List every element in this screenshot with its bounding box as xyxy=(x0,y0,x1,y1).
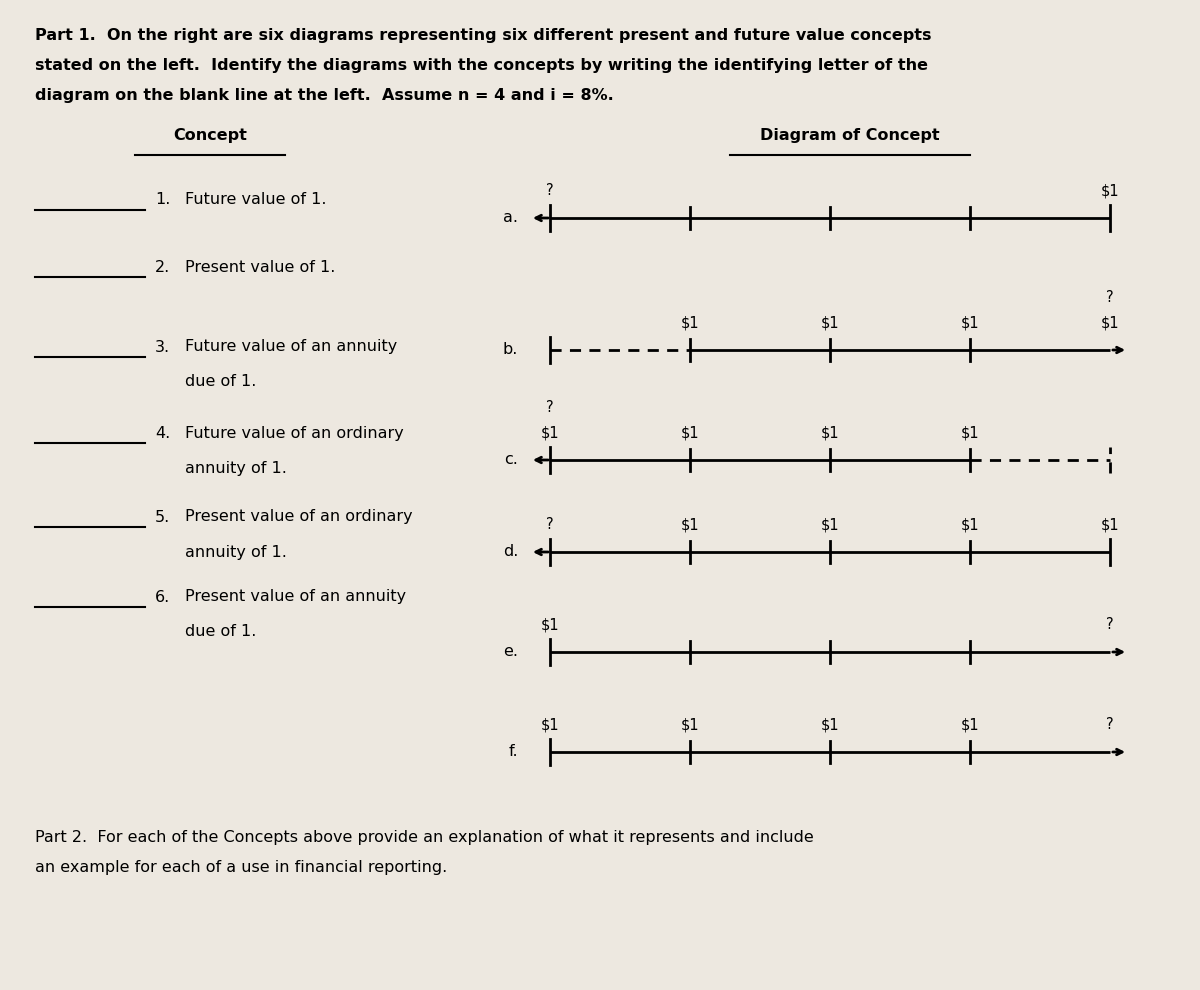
Text: 2.: 2. xyxy=(155,259,170,274)
Text: ?: ? xyxy=(546,517,554,532)
Text: $1: $1 xyxy=(1100,315,1120,330)
Text: Future value of an annuity: Future value of an annuity xyxy=(185,340,397,354)
Text: $1: $1 xyxy=(821,517,839,532)
Text: Part 2.  For each of the Concepts above provide an explanation of what it repres: Part 2. For each of the Concepts above p… xyxy=(35,830,814,845)
Text: $1: $1 xyxy=(961,425,979,440)
Text: due of 1.: due of 1. xyxy=(185,625,257,640)
Text: 3.: 3. xyxy=(155,340,170,354)
Text: annuity of 1.: annuity of 1. xyxy=(185,460,287,475)
Text: Diagram of Concept: Diagram of Concept xyxy=(760,128,940,143)
Text: e.: e. xyxy=(503,644,518,659)
Text: a.: a. xyxy=(503,211,518,226)
Text: ?: ? xyxy=(1106,717,1114,732)
Text: ?: ? xyxy=(1106,617,1114,632)
Text: $1: $1 xyxy=(821,315,839,330)
Text: $1: $1 xyxy=(821,717,839,732)
Text: $1: $1 xyxy=(961,315,979,330)
Text: $1: $1 xyxy=(1100,517,1120,532)
Text: ?: ? xyxy=(546,183,554,198)
Text: d.: d. xyxy=(503,544,518,559)
Text: Present value of an annuity: Present value of an annuity xyxy=(185,589,406,605)
Text: diagram on the blank line at the left.  Assume n = 4 and i = 8%.: diagram on the blank line at the left. A… xyxy=(35,88,613,103)
Text: $1: $1 xyxy=(680,315,700,330)
Text: ?: ? xyxy=(546,400,554,415)
Text: $1: $1 xyxy=(961,517,979,532)
Text: $1: $1 xyxy=(821,425,839,440)
Text: Present value of 1.: Present value of 1. xyxy=(185,259,335,274)
Text: $1: $1 xyxy=(541,425,559,440)
Text: $1: $1 xyxy=(680,425,700,440)
Text: $1: $1 xyxy=(541,717,559,732)
Text: 1.: 1. xyxy=(155,192,170,208)
Text: an example for each of a use in financial reporting.: an example for each of a use in financia… xyxy=(35,860,448,875)
Text: $1: $1 xyxy=(961,717,979,732)
Text: $1: $1 xyxy=(541,617,559,632)
Text: $1: $1 xyxy=(680,717,700,732)
Text: c.: c. xyxy=(504,452,518,467)
Text: ?: ? xyxy=(1106,290,1114,305)
Text: Present value of an ordinary: Present value of an ordinary xyxy=(185,510,413,525)
Text: b.: b. xyxy=(503,343,518,357)
Text: Future value of 1.: Future value of 1. xyxy=(185,192,326,208)
Text: due of 1.: due of 1. xyxy=(185,374,257,389)
Text: stated on the left.  Identify the diagrams with the concepts by writing the iden: stated on the left. Identify the diagram… xyxy=(35,58,928,73)
Text: annuity of 1.: annuity of 1. xyxy=(185,544,287,559)
Text: f.: f. xyxy=(509,744,518,759)
Text: 6.: 6. xyxy=(155,589,170,605)
Text: 5.: 5. xyxy=(155,510,170,525)
Text: Concept: Concept xyxy=(173,128,247,143)
Text: Future value of an ordinary: Future value of an ordinary xyxy=(185,426,403,441)
Text: Part 1.  On the right are six diagrams representing six different present and fu: Part 1. On the right are six diagrams re… xyxy=(35,28,931,43)
Text: 4.: 4. xyxy=(155,426,170,441)
Text: $1: $1 xyxy=(680,517,700,532)
Text: $1: $1 xyxy=(1100,183,1120,198)
